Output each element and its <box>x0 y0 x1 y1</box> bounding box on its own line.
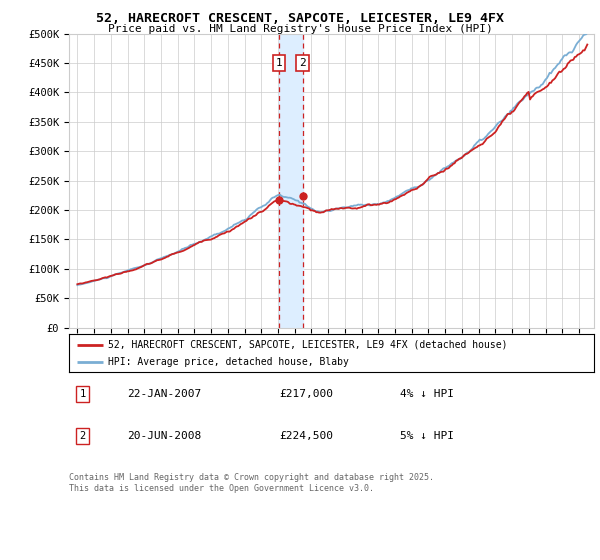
Text: 22-JAN-2007: 22-JAN-2007 <box>127 389 201 399</box>
Text: Price paid vs. HM Land Registry's House Price Index (HPI): Price paid vs. HM Land Registry's House … <box>107 24 493 34</box>
Text: Contains HM Land Registry data © Crown copyright and database right 2025.
This d: Contains HM Land Registry data © Crown c… <box>69 473 434 493</box>
Text: 52, HARECROFT CRESCENT, SAPCOTE, LEICESTER, LE9 4FX (detached house): 52, HARECROFT CRESCENT, SAPCOTE, LEICEST… <box>109 339 508 349</box>
Text: 4% ↓ HPI: 4% ↓ HPI <box>400 389 454 399</box>
Text: 2: 2 <box>299 58 306 68</box>
Text: £217,000: £217,000 <box>279 389 333 399</box>
Text: £224,500: £224,500 <box>279 431 333 441</box>
Text: 2: 2 <box>79 431 86 441</box>
Text: HPI: Average price, detached house, Blaby: HPI: Average price, detached house, Blab… <box>109 357 349 367</box>
Bar <box>279 34 302 328</box>
Text: 1: 1 <box>79 389 86 399</box>
Text: 52, HARECROFT CRESCENT, SAPCOTE, LEICESTER, LE9 4FX: 52, HARECROFT CRESCENT, SAPCOTE, LEICEST… <box>96 12 504 25</box>
Text: 1: 1 <box>275 58 283 68</box>
Text: 20-JUN-2008: 20-JUN-2008 <box>127 431 201 441</box>
Text: 5% ↓ HPI: 5% ↓ HPI <box>400 431 454 441</box>
